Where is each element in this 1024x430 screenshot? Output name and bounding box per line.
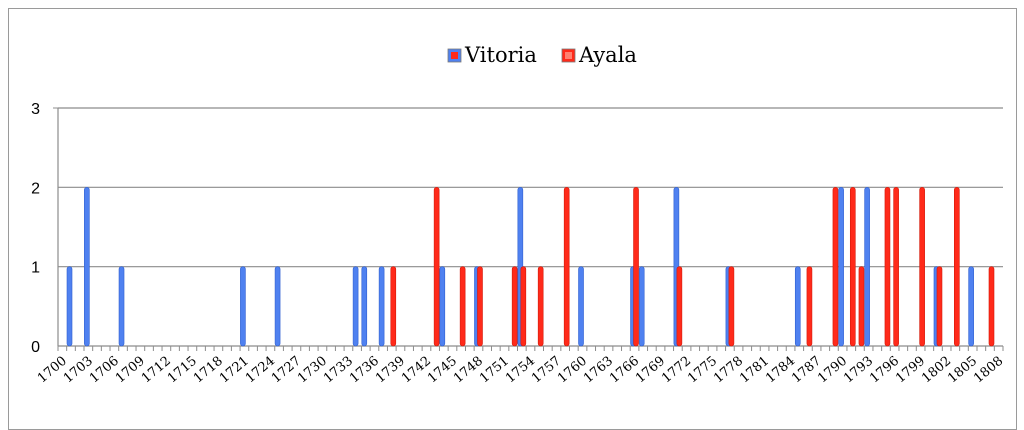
x-tick-label: 1808 xyxy=(971,354,1006,387)
bar-ayala xyxy=(954,187,960,347)
x-tick-label: 1748 xyxy=(451,354,486,387)
x-tick-label: 1790 xyxy=(815,354,850,387)
x-tick-label: 1739 xyxy=(373,354,408,387)
bar-vitoria xyxy=(794,266,801,347)
x-tick-label: 1802 xyxy=(919,354,954,387)
bar-ayala xyxy=(511,266,518,347)
bar-ayala xyxy=(633,187,639,347)
gridlines xyxy=(58,107,1003,268)
bar-ayala xyxy=(849,187,856,347)
x-tick-label: 1784 xyxy=(763,354,798,387)
bar-ayala xyxy=(884,187,891,347)
bar-ayala xyxy=(988,266,995,347)
bar-ayala xyxy=(563,187,570,347)
y-tick-label: 3 xyxy=(31,101,40,118)
bar-vitoria xyxy=(66,266,73,347)
x-axis: 1700170317061709171217151718172117241727… xyxy=(35,345,1006,387)
bar-vitoria xyxy=(352,266,359,347)
x-tick-label: 1751 xyxy=(477,354,512,387)
legend-swatch-inner xyxy=(451,52,458,59)
x-tick-label: 1715 xyxy=(165,354,200,387)
x-tick-label: 1754 xyxy=(503,354,538,387)
bar-vitoria xyxy=(274,266,281,347)
x-tick-label: 1712 xyxy=(139,354,174,387)
x-tick-label: 1745 xyxy=(425,354,460,387)
bar-vitoria xyxy=(378,266,385,347)
x-tick-label: 1718 xyxy=(191,354,226,387)
bar-vitoria xyxy=(439,266,446,347)
x-tick-label: 1742 xyxy=(399,354,434,387)
bar-ayala xyxy=(520,266,527,347)
x-tick-label: 1733 xyxy=(321,354,356,387)
x-tick-label: 1709 xyxy=(113,354,148,387)
x-tick-label: 1700 xyxy=(35,354,70,387)
x-tick-label: 1727 xyxy=(269,354,304,387)
bar-ayala xyxy=(728,266,735,347)
bar-ayala xyxy=(832,187,839,347)
legend: Vitoria Ayala xyxy=(447,43,637,67)
x-tick-label: 1781 xyxy=(737,354,772,387)
x-tick-label: 1736 xyxy=(347,354,382,387)
bar-ayala xyxy=(858,266,865,347)
x-tick-label: 1721 xyxy=(217,354,252,387)
bar-vitoria xyxy=(968,266,974,347)
legend-swatch-inner xyxy=(565,52,572,59)
x-tick-label: 1760 xyxy=(555,354,590,387)
bar-ayala xyxy=(433,187,440,347)
bar-vitoria xyxy=(84,187,90,347)
bar-ayala xyxy=(477,266,483,347)
x-tick-label: 1778 xyxy=(711,354,746,387)
x-tick-label: 1805 xyxy=(945,354,980,387)
bar-vitoria xyxy=(578,266,584,347)
bars xyxy=(66,187,995,347)
y-tick-label: 0 xyxy=(31,339,40,356)
y-tick-label: 1 xyxy=(31,260,40,277)
bar-ayala xyxy=(936,266,943,347)
x-tick-label: 1730 xyxy=(295,354,330,387)
x-tick-label: 1775 xyxy=(685,354,720,387)
bar-ayala xyxy=(893,187,899,347)
bar-ayala xyxy=(806,266,813,347)
bar-vitoria xyxy=(240,266,246,347)
legend-label: Ayala xyxy=(578,43,637,67)
legend-label: Vitoria xyxy=(464,43,537,67)
bar-ayala xyxy=(390,266,397,347)
x-tick-label: 1706 xyxy=(87,354,122,387)
x-tick-label: 1799 xyxy=(893,354,928,387)
bar-vitoria xyxy=(838,187,844,347)
x-tick-label: 1793 xyxy=(841,354,876,387)
x-tick-label: 1796 xyxy=(867,354,902,387)
x-tick-label: 1787 xyxy=(789,354,824,387)
x-tick-label: 1769 xyxy=(633,354,668,387)
chart-frame xyxy=(8,8,1017,430)
x-tick-label: 1763 xyxy=(581,354,616,387)
x-tick-label: 1703 xyxy=(61,354,96,387)
bar-vitoria xyxy=(118,266,125,347)
bar-ayala xyxy=(919,187,925,347)
x-tick-label: 1766 xyxy=(607,354,642,387)
bar-vitoria xyxy=(361,266,368,347)
x-tick-label: 1772 xyxy=(659,354,694,387)
x-tick-label: 1757 xyxy=(529,354,564,387)
bar-ayala xyxy=(537,266,544,347)
y-tick-label: 2 xyxy=(31,180,40,197)
bar-vitoria xyxy=(638,266,645,347)
x-tick-label: 1724 xyxy=(243,354,278,387)
y-axis: 0 1 2 3 xyxy=(31,101,59,356)
bar-ayala xyxy=(676,266,683,347)
bar-ayala xyxy=(459,266,466,347)
bar-vitoria xyxy=(864,187,870,347)
